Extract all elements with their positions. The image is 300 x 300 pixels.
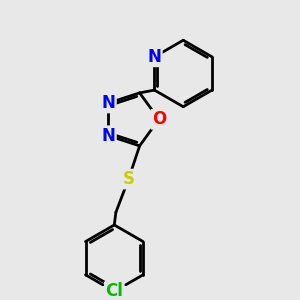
Text: S: S [122, 170, 134, 188]
Text: N: N [148, 48, 161, 66]
Text: O: O [152, 110, 166, 128]
Text: N: N [101, 94, 116, 112]
Text: Cl: Cl [105, 282, 123, 300]
Text: N: N [101, 127, 116, 145]
